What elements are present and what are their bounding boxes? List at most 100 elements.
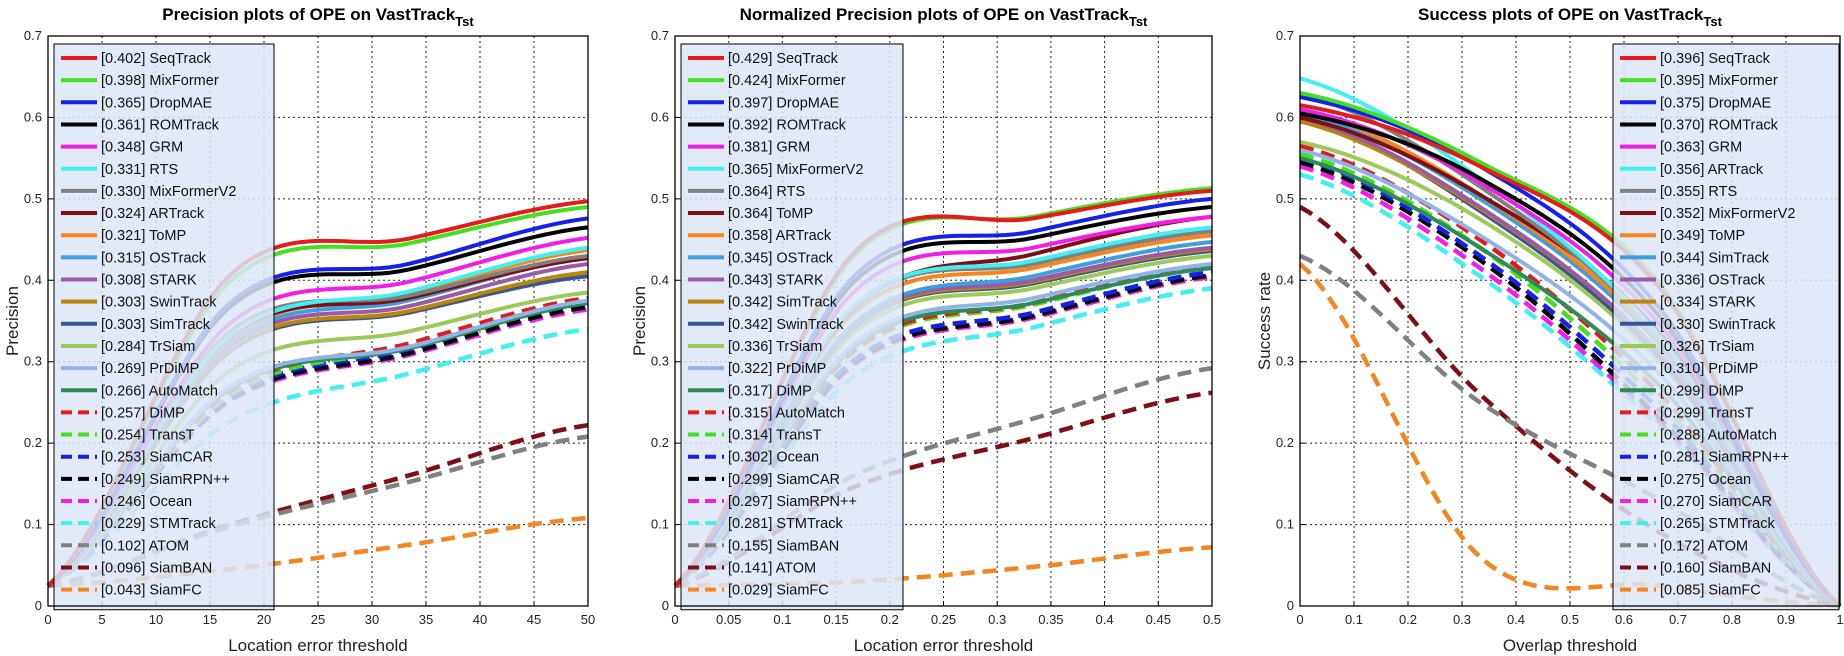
legend-entry-label: [0.246] Ocean [101,494,192,510]
x-tick-label: 15 [203,612,217,627]
x-tick-label: 0.4 [1096,612,1114,627]
x-tick-label: 0.4 [1507,612,1525,627]
x-tick-label: 5 [98,612,105,627]
legend-entry-label: [0.349] ToMP [1660,228,1745,244]
legend-entry-label: [0.302] Ocean [728,450,819,466]
x-tick-label: 0.8 [1723,612,1741,627]
x-tick-label: 0.5 [1203,612,1221,627]
legend-entry-label: [0.398] MixFormer [101,73,219,89]
x-tick-label: 45 [527,612,541,627]
legend-entry-label: [0.141] ATOM [728,560,816,576]
y-tick-label: 0.2 [24,435,42,450]
legend-entry-label: [0.355] RTS [1660,184,1737,200]
x-tick-label: 0.1 [773,612,791,627]
x-tick-label: 50 [581,612,595,627]
plot-frame [47,35,589,607]
chart-panel-1: 0 5 10 15 20 25 30 35 40 45 50 0 0.1 0.2 0.3 0.4 0.5 0.6 0… [3,5,595,655]
legend-entry-label: [0.397] DropMAE [728,95,840,111]
legend-entry-label: [0.375] DropMAE [1660,95,1772,111]
x-tick-label: 30 [365,612,379,627]
legend-entry-label: [0.257] DiMP [101,405,185,421]
y-tick-label: 0.5 [651,191,669,206]
plot-frame [1299,35,1841,607]
x-tick-label: 0 [44,612,51,627]
legend-entry-label: [0.029] SiamFC [728,583,829,599]
legend-entry-label: [0.361] ROMTrack [101,117,220,133]
legend-entry-label: [0.364] RTS [728,184,805,200]
x-axis-label: Location error threshold [854,636,1034,655]
legend-entry-label: [0.270] SiamCAR [1660,494,1772,510]
series-line-23 [1299,253,1841,609]
y-tick-label: 0 [35,598,42,613]
legend-entry-label: [0.254] TransT [101,428,195,444]
legend-entry-label: [0.334] STARK [1660,295,1756,311]
y-tick-label: 0.4 [1276,272,1294,287]
legend-entry-label: [0.324] ARTrack [101,206,205,222]
legend-entry-label: [0.253] SiamCAR [101,450,213,466]
legend-entry-label: [0.085] SiamFC [1660,583,1761,599]
legend-entry-label: [0.249] SiamRPN++ [101,472,230,488]
series-line-24 [1298,205,1841,609]
x-tick-label: 0.3 [988,612,1006,627]
legend-entry-label: [0.365] MixFormerV2 [728,162,863,178]
chart-panel-3: 0 0.1 0.2 0.3 0.4 0.5 0.6 0.7 0.8 0.9 1 0 0.1 0.2 0.3 0… [1255,5,1844,655]
legend-entry-label: [0.342] SimTrack [728,295,838,311]
x-tick-label: 35 [419,612,433,627]
y-tick-label: 0.6 [651,109,669,124]
y-tick-label: 0.4 [651,272,669,287]
x-axis-label: Overlap threshold [1503,636,1637,655]
legend-entry-label: [0.299] TransT [1660,405,1754,421]
legend-entry-label: [0.303] SwinTrack [101,295,217,311]
legend-entry-label: [0.043] SiamFC [101,583,202,599]
x-tick-label: 10 [149,612,163,627]
legend-entry-label: [0.160] SiamBAN [1660,560,1771,576]
legend-entry-label: [0.155] SiamBAN [728,538,839,554]
legend-entry-label: [0.275] Ocean [1660,472,1751,488]
legend-entry-label: [0.265] STMTrack [1660,516,1775,532]
x-tick-label: 0 [1296,612,1303,627]
legend-entry-label: [0.392] ROMTrack [728,117,847,133]
x-tick-label: 1 [1836,612,1843,627]
legend-entry-label: [0.172] ATOM [1660,538,1748,554]
y-axis-label: Precision [3,286,22,356]
x-tick-label: 0.2 [881,612,899,627]
x-tick-label: 25 [311,612,325,627]
legend-entry-label: [0.266] AutoMatch [101,383,218,399]
legend-entry-label: [0.356] ARTrack [1660,162,1764,178]
legend-box [53,43,275,611]
x-tick-label: 0.05 [716,612,741,627]
legend-entry-label: [0.299] SiamCAR [728,472,840,488]
legend-entry-label: [0.424] MixFormer [728,73,846,89]
legend-entry-label: [0.288] AutoMatch [1660,428,1777,444]
legend-entry-label: [0.342] SwinTrack [728,317,844,333]
chart-title-subscript: Tst [1703,14,1722,29]
legend-entry-label: [0.314] TransT [728,428,822,444]
chart-title: Normalized Precision plots of OPE on Vas… [740,5,1148,29]
y-tick-label: 0.3 [651,354,669,369]
x-tick-label: 0.5 [1561,612,1579,627]
legend-entry-label: [0.315] OSTrack [101,250,207,266]
legend-entry-label: [0.344] SimTrack [1660,250,1770,266]
legend-entry-label: [0.315] AutoMatch [728,405,845,421]
legend-box [1612,43,1840,611]
y-tick-label: 0.5 [24,191,42,206]
x-tick-label: 0.1 [1345,612,1363,627]
legend-entry-label: [0.310] PrDiMP [1660,361,1758,377]
x-tick-label: 0.25 [931,612,956,627]
legend-entry-label: [0.102] ATOM [101,538,189,554]
y-axis-label: Success rate [1255,272,1274,370]
y-tick-label: 0.7 [651,28,669,43]
legend-entry-label: [0.358] ARTrack [728,228,832,244]
y-tick-label: 0.7 [24,28,42,43]
x-tick-label: 0.3 [1453,612,1471,627]
legend-entry-label: [0.331] RTS [101,162,178,178]
y-tick-label: 0.2 [1276,435,1294,450]
legend-box [680,43,904,611]
legend-entry-label: [0.299] DiMP [1660,383,1744,399]
legend-entry-label: [0.303] SimTrack [101,317,211,333]
legend-entry-label: [0.343] STARK [728,273,824,289]
legend-entry-label: [0.348] GRM [101,140,183,156]
y-tick-label: 0.3 [1276,354,1294,369]
plot-frame [674,35,1213,607]
